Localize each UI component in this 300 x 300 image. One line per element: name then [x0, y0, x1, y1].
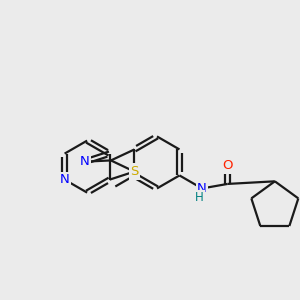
Text: N: N: [197, 182, 207, 195]
Text: N: N: [80, 155, 90, 168]
Text: O: O: [222, 159, 233, 172]
Text: H: H: [195, 191, 203, 204]
Text: S: S: [130, 165, 139, 178]
Text: N: N: [60, 173, 70, 186]
